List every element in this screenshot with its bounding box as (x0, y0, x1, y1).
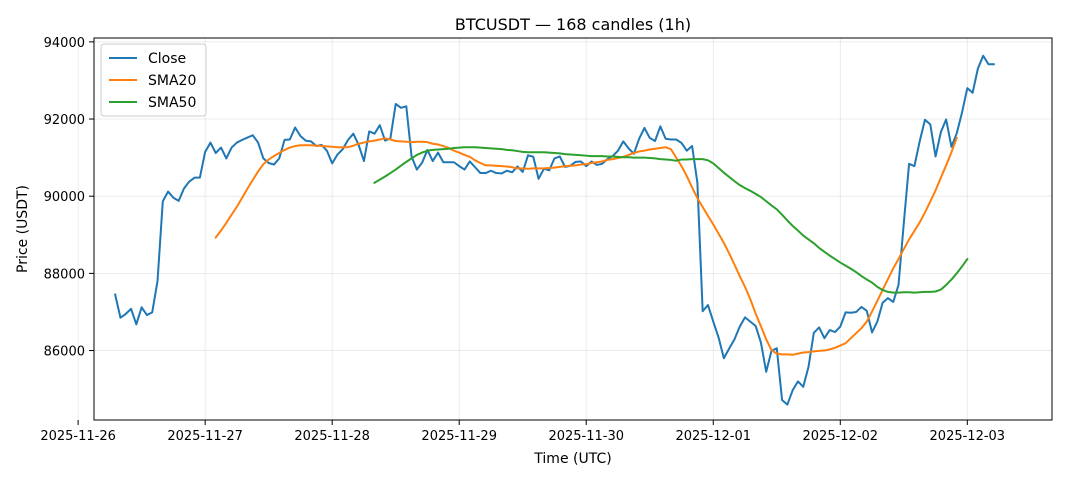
y-tick-label: 90000 (44, 190, 85, 205)
y-tick-label: 92000 (44, 113, 85, 128)
chart-title: BTCUSDT — 168 candles (1h) (455, 15, 691, 34)
x-axis: 2025-11-26 2025-11-27 2025-11-28 2025-11-29… (40, 420, 1005, 444)
y-tick-label: 88000 (44, 267, 85, 282)
x-tick-label: 2025-12-03 (930, 429, 1006, 444)
series-line-sma20 (214, 136, 959, 356)
x-tick-label: 2025-11-28 (294, 429, 370, 444)
x-tick-label: 2025-11-30 (548, 429, 624, 444)
x-tick-label: 2025-11-27 (167, 429, 243, 444)
y-tick-label: 94000 (44, 36, 85, 51)
x-tick-label: 2025-12-02 (803, 429, 879, 444)
legend-label-close: Close (148, 51, 186, 67)
legend-box (100, 43, 207, 117)
y-axis-label: Price (USDT) (15, 185, 31, 273)
x-axis-label: Time (UTC) (533, 451, 611, 467)
y-axis: 86000 88000 90000 92000 94000 (44, 36, 94, 360)
legend-label-sma50: SMA50 (148, 95, 196, 111)
series-layer (113, 54, 995, 406)
grid (77, 38, 1052, 420)
x-tick-label: 2025-11-26 (40, 429, 116, 444)
series-line-close (113, 54, 995, 406)
legend-label-sma20: SMA20 (148, 73, 196, 89)
plot-frame (93, 37, 1053, 421)
legend: Close SMA20 SMA50 (100, 43, 207, 117)
x-tick-label: 2025-11-29 (421, 429, 497, 444)
series-line-sma50 (373, 146, 969, 294)
y-tick-label: 86000 (44, 345, 85, 360)
x-tick-label: 2025-12-01 (675, 429, 751, 444)
